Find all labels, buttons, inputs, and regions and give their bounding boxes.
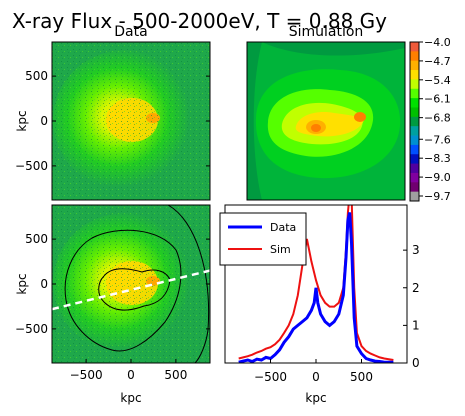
sim-band-8 <box>311 124 321 132</box>
colorbar-label-2: −5.4 <box>424 74 451 87</box>
colorbar-label-6: −8.3 <box>424 152 451 165</box>
colorbar-label-4: −6.8 <box>424 112 451 125</box>
colorbar-swatch-12 <box>410 154 419 164</box>
simulation-map-panel: Simulation <box>246 24 406 201</box>
colorbar-swatch-2 <box>410 60 419 71</box>
plot-ytick-label-3: 3 <box>412 243 420 257</box>
projection-line <box>52 269 210 311</box>
data-map-panel: Data kpc 500 0 −500 <box>15 24 211 201</box>
colorbar-label-7: −9.0 <box>424 171 451 184</box>
colorbar-swatch-13 <box>410 163 419 174</box>
colorbar-swatch-15 <box>410 182 419 193</box>
profile-plot-xlabel: kpc <box>305 391 326 405</box>
colorbar-labels: −4.0 −4.7 −5.4 −6.1 −6.8 −7.6 −8.3 −9.0 −9.7 <box>419 36 451 203</box>
ytick-label-0: 500 <box>25 232 48 246</box>
ytick-label-2: −500 <box>15 322 48 336</box>
data-map-title: Data <box>114 24 147 40</box>
legend-sim-label: Sim <box>270 243 291 256</box>
colorbar-swatch-3 <box>410 70 419 80</box>
plot-xtick-label-1: 0 <box>312 370 320 384</box>
legend-box <box>219 212 307 266</box>
contour-inner <box>98 268 171 311</box>
data-map-yticks: 500 0 −500 <box>15 69 210 173</box>
simulation-map-frame <box>246 41 406 201</box>
colorbar-label-3: −6.1 <box>424 93 451 106</box>
figure-title: X-ray Flux - 500-2000eV, T = 0.88 Gy <box>12 9 387 33</box>
contour-map-noise <box>52 205 210 363</box>
colorbar-label-0: −4.0 <box>424 36 451 49</box>
colorbar: −4.0 −4.7 −5.4 −6.1 −6.8 −7.6 −8.3 −9.0 −9.7 <box>409 36 451 203</box>
plot-ytick-label-2: 2 <box>412 281 420 295</box>
colorbar-swatch-11 <box>410 144 419 155</box>
ytick-label-1: 0 <box>40 114 48 128</box>
ytick-label-0: 500 <box>25 69 48 83</box>
ytick-label-2: −500 <box>15 159 48 173</box>
xtick-label-2: 500 <box>164 368 187 382</box>
colorbar-swatch-0 <box>410 42 419 52</box>
colorbar-swatch-14 <box>410 172 419 183</box>
colorbar-swatch-8 <box>410 116 419 127</box>
xtick-label-0: −500 <box>70 368 103 382</box>
profile-plot-ticks: −500 0 500 0 1 2 3 <box>254 243 420 384</box>
colorbar-label-8: −9.7 <box>424 190 451 203</box>
contour-map-xlabel: kpc <box>120 391 141 405</box>
colorbar-swatch-1 <box>410 51 419 62</box>
plot-xtick-label-0: −500 <box>254 370 287 384</box>
colorbar-swatch-16 <box>410 191 419 202</box>
colorbar-swatch-4 <box>410 79 419 90</box>
legend-data-label: Data <box>270 221 296 234</box>
data-map-noise <box>52 42 210 200</box>
xtick-label-1: 0 <box>127 368 135 382</box>
data-map-ylabel: kpc <box>15 110 29 131</box>
colorbar-swatch-10 <box>410 135 419 146</box>
contour-outer <box>167 205 210 363</box>
colorbar-swatch-6 <box>410 98 419 108</box>
contour-map-ylabel: kpc <box>15 273 29 294</box>
colorbar-swatch-9 <box>410 126 419 136</box>
colorbar-frame <box>409 41 420 202</box>
data-series-line <box>238 212 394 363</box>
colorbar-swatch-7 <box>410 107 419 118</box>
colorbar-label-5: −7.6 <box>424 133 451 146</box>
sim-series-line <box>238 205 394 361</box>
plot-ytick-label-1: 1 <box>412 318 420 332</box>
contour-middle <box>64 229 182 352</box>
ytick-label-1: 0 <box>40 277 48 291</box>
colorbar-swatch-5 <box>410 88 419 99</box>
contour-map-panel: kpc kpc 500 0 −500 −500 0 500 <box>15 204 211 405</box>
plot-ytick-label-0: 0 <box>412 356 420 370</box>
plot-xtick-label-2: 500 <box>350 370 373 384</box>
sim-knot <box>354 112 366 122</box>
contour-map-ticks: 500 0 −500 −500 0 500 <box>15 232 210 382</box>
legend: Data Sim <box>219 212 307 266</box>
simulation-map-title: Simulation <box>289 24 364 40</box>
colorbar-swatches <box>410 42 419 202</box>
colorbar-label-1: −4.7 <box>424 55 451 68</box>
profile-plot-panel: kpc −500 0 500 0 1 2 3 Data Sim <box>219 204 420 405</box>
